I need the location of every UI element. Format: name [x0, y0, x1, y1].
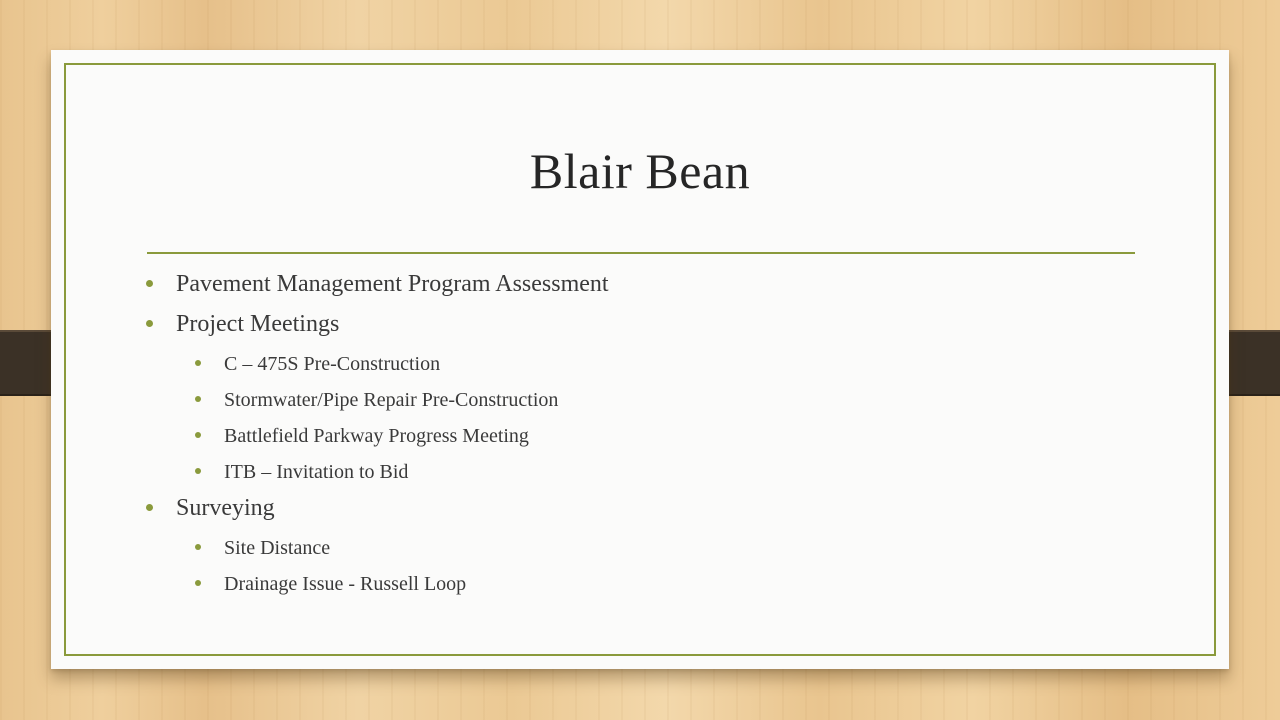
sub-bullet-text: C – 475S Pre-Construction: [224, 353, 441, 375]
bullet-item: Surveying: [146, 490, 609, 530]
bullet-dot-icon: [195, 544, 201, 550]
sub-bullet-item: Stormwater/Pipe Repair Pre-Construction: [146, 382, 609, 418]
bullet-item: Project Meetings: [146, 306, 609, 346]
sub-bullet-text: Battlefield Parkway Progress Meeting: [224, 425, 529, 447]
bullet-dot-icon: [195, 432, 201, 438]
bullet-dot-icon: [195, 468, 201, 474]
slide-frame: [64, 63, 1216, 656]
sub-bullet-text: Stormwater/Pipe Repair Pre-Construction: [224, 389, 559, 411]
bullet-dot-icon: [195, 396, 201, 402]
slide-title: Blair Bean: [529, 143, 751, 199]
bullet-dot-icon: [146, 320, 153, 327]
bullet-dot-icon: [195, 360, 201, 366]
bullet-dot-icon: [146, 504, 153, 511]
sub-bullet-text: Drainage Issue - Russell Loop: [224, 573, 467, 595]
slide-card: Blair Bean Pavement Management Program A…: [51, 50, 1229, 669]
bullet-dot-icon: [146, 280, 153, 287]
title-divider: [147, 252, 1135, 254]
sub-bullet-text: ITB – Invitation to Bid: [224, 461, 409, 483]
bullet-text: Pavement Management Program Assessment: [176, 271, 609, 297]
bullet-item: Pavement Management Program Assessment: [146, 266, 609, 306]
bullet-text: Project Meetings: [176, 311, 340, 337]
sub-bullet-item: ITB – Invitation to Bid: [146, 454, 609, 490]
bullet-list: Pavement Management Program Assessment P…: [146, 266, 609, 602]
sub-bullet-item: Battlefield Parkway Progress Meeting: [146, 418, 609, 454]
bullet-text: Surveying: [176, 495, 275, 521]
sub-bullet-item: Site Distance: [146, 530, 609, 566]
bullet-dot-icon: [195, 580, 201, 586]
sub-bullet-text: Site Distance: [224, 537, 331, 559]
sub-bullet-item: Drainage Issue - Russell Loop: [146, 566, 609, 602]
sub-bullet-item: C – 475S Pre-Construction: [146, 346, 609, 382]
